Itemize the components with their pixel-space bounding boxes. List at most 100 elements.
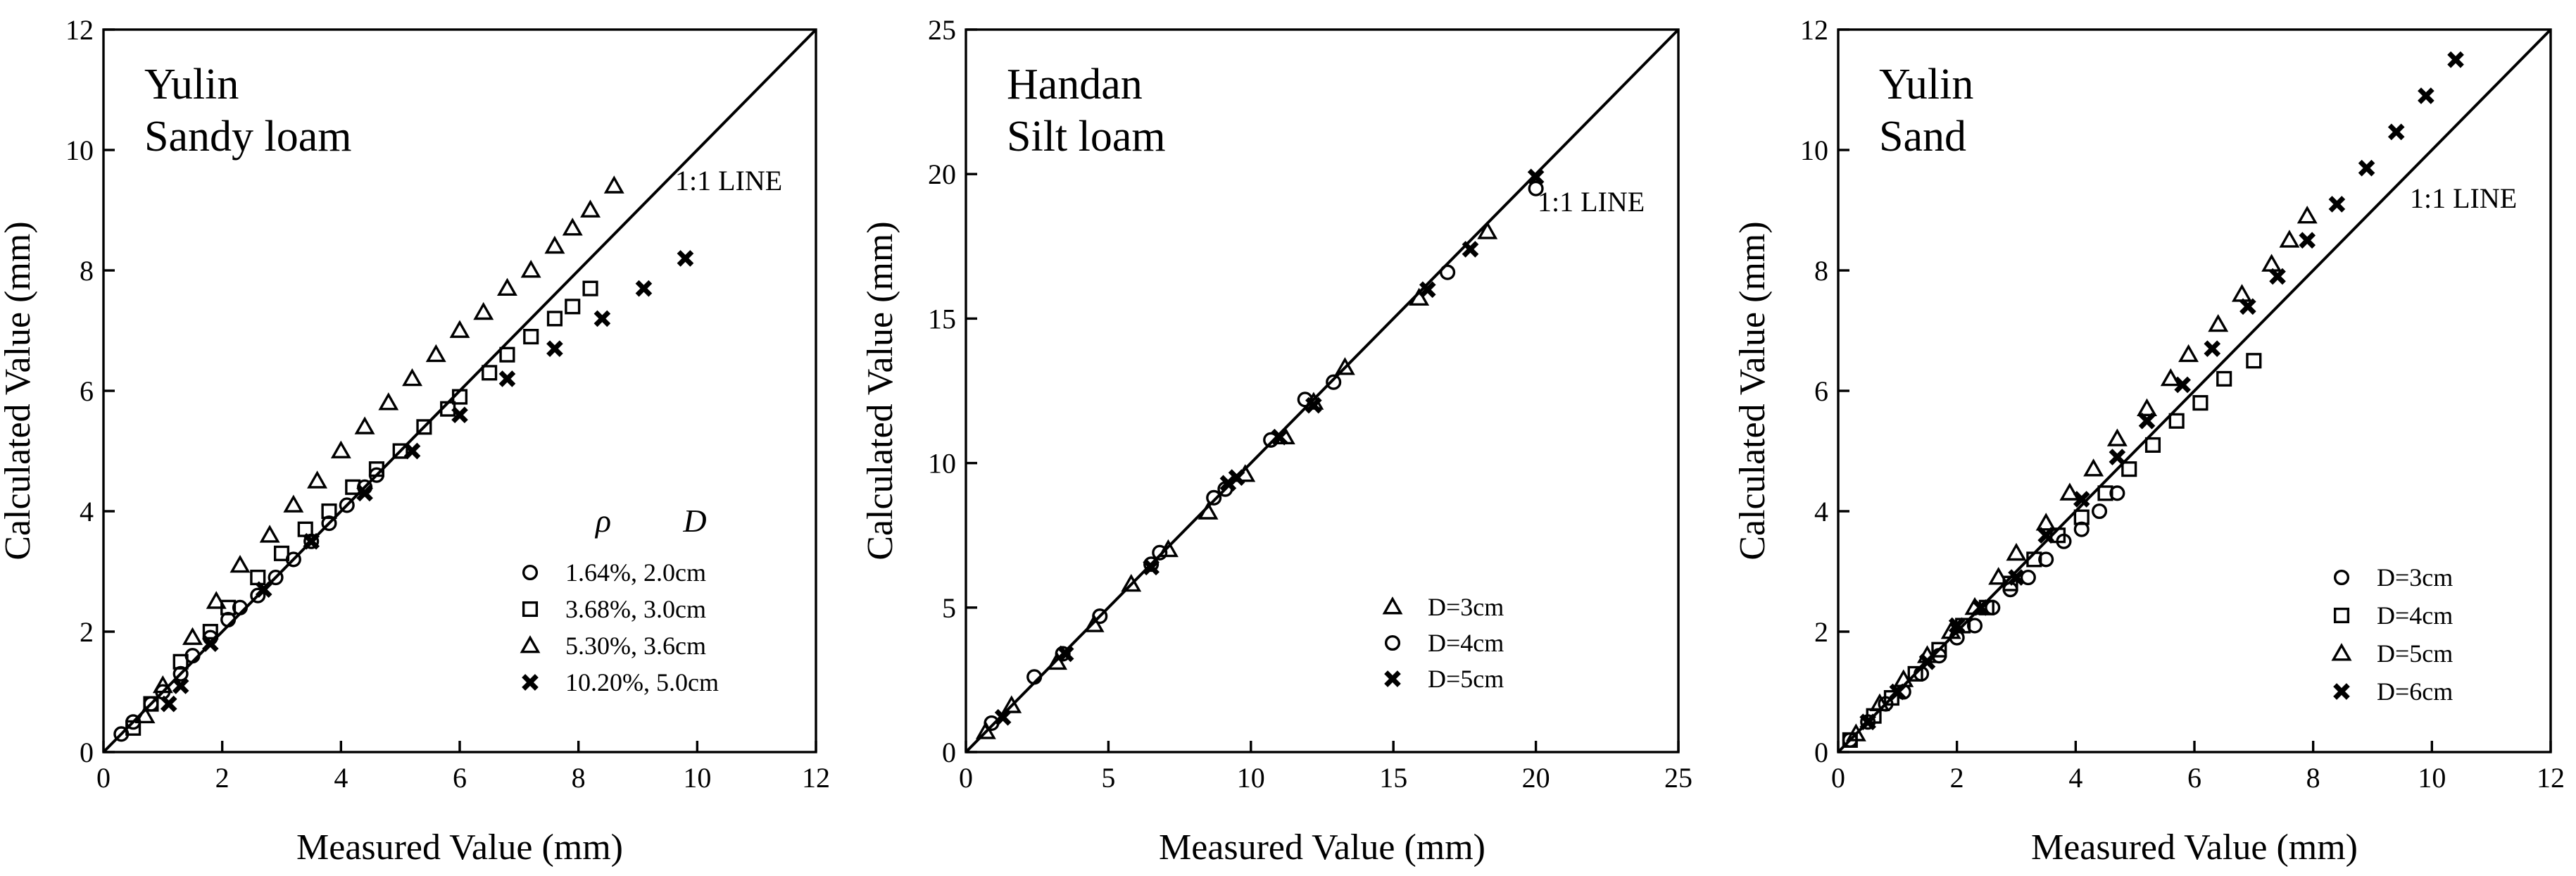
data-point [283, 494, 304, 513]
plot-frame [965, 28, 1680, 753]
one-to-one-label: 1:1 LINE [1538, 186, 1645, 218]
data-point [2231, 284, 2252, 302]
x-tick-label: 2 [215, 762, 230, 794]
series-10.20%, 5.0cm [160, 250, 694, 713]
data-point [2144, 437, 2161, 453]
data-point [259, 525, 280, 543]
data-point [1228, 469, 1245, 486]
data-point [2109, 485, 2125, 501]
data-point [206, 591, 227, 609]
legend-label: D=6cm [2377, 677, 2453, 706]
data-point [1907, 665, 1923, 682]
data-point [1859, 713, 1876, 731]
x-tick-label: 6 [453, 762, 467, 794]
data-point [2035, 513, 2056, 531]
data-point [546, 311, 563, 327]
data-point [416, 419, 432, 435]
panel-title-line: Sand [1879, 113, 1966, 161]
legend-marker [522, 601, 539, 618]
x-tick-label: 10 [2418, 762, 2446, 794]
legend-marker [520, 635, 541, 653]
panel-title-line: Silt loam [1007, 113, 1166, 161]
x-tick-label: 6 [2187, 762, 2201, 794]
y-tick-label: 15 [928, 303, 956, 334]
data-point [1198, 501, 1219, 520]
data-point [182, 627, 203, 645]
series-D=5cm [994, 168, 1545, 726]
data-point [1419, 281, 1436, 299]
data-point [473, 301, 494, 320]
legend-label: D=3cm [2377, 563, 2453, 592]
data-point [1527, 168, 1545, 186]
data-point [2204, 340, 2221, 357]
x-tick-label: 10 [1237, 762, 1265, 794]
legend-marker [522, 674, 539, 691]
data-point [1889, 683, 1906, 701]
series-5.30%, 3.6cm [134, 175, 624, 724]
x-tick-label: 0 [1831, 762, 1845, 794]
data-point [172, 653, 189, 670]
series-D=6cm [1859, 51, 2464, 731]
legend-header-d: D [682, 503, 706, 539]
y-tick-label: 25 [928, 14, 956, 46]
data-point [499, 346, 515, 363]
data-point [2037, 527, 2054, 544]
data-point [1883, 690, 1899, 706]
y-axis-title: Calculated Value (mm) [1733, 221, 1773, 560]
legend-marker [2333, 683, 2350, 700]
data-point [134, 705, 156, 724]
legend-label: 3.68%, 3.0cm [565, 595, 706, 623]
data-point [230, 554, 251, 573]
data-point [994, 708, 1012, 726]
one-to-one-label: 1:1 LINE [675, 165, 782, 196]
series-D=4cm [1842, 353, 2262, 748]
y-tick-label: 8 [1814, 255, 1828, 287]
data-point [2083, 458, 2104, 477]
data-point [1966, 618, 1983, 634]
data-point [580, 199, 601, 218]
data-point [2168, 413, 2185, 429]
data-point [677, 250, 694, 267]
data-point [268, 570, 284, 586]
data-point [2097, 485, 2113, 501]
data-point [425, 344, 446, 363]
legend-marker [2333, 569, 2350, 586]
data-point [2261, 254, 2282, 272]
data-point [273, 545, 290, 561]
data-point [1143, 556, 1160, 572]
y-tick-label: 12 [65, 14, 94, 46]
data-point [2246, 353, 2262, 369]
legend-label: 1.64%, 2.0cm [565, 558, 706, 587]
data-point [451, 406, 468, 424]
data-point [2208, 313, 2229, 332]
data-point [1477, 221, 1498, 239]
x-axis-title: Measured Value (mm) [2031, 827, 2358, 868]
x-tick-label: 0 [96, 762, 111, 794]
data-point [2297, 206, 2318, 224]
data-point [1026, 669, 1043, 685]
data-point [1001, 695, 1022, 713]
data-point [2160, 368, 2181, 387]
legend-label: D=3cm [1428, 593, 1504, 621]
x-tick-label: 12 [802, 762, 830, 794]
x-tick-label: 25 [1664, 762, 1692, 794]
data-point [2192, 395, 2209, 411]
y-tick-label: 10 [65, 134, 94, 166]
series-D=5cm [1845, 206, 2318, 742]
chart-panel-2: 0 5 10 15 20 25 0 5 10 15 20 25 Measured Value (mm) C… [860, 14, 1692, 868]
y-tick-label: 6 [80, 375, 94, 407]
x-tick-label: 4 [334, 762, 348, 794]
data-point [2073, 509, 2090, 525]
data-point [392, 443, 408, 459]
data-point [1206, 489, 1222, 506]
data-point [2038, 551, 2054, 568]
y-tick-label: 20 [928, 158, 956, 190]
x-tick-label: 5 [1101, 762, 1115, 794]
data-point [2049, 527, 2066, 544]
series-3.68%, 3.0cm [125, 280, 598, 736]
x-tick-label: 20 [1522, 762, 1550, 794]
data-point [2059, 482, 2080, 501]
data-point [250, 587, 266, 603]
data-point [2026, 551, 2042, 568]
data-point [255, 581, 272, 598]
